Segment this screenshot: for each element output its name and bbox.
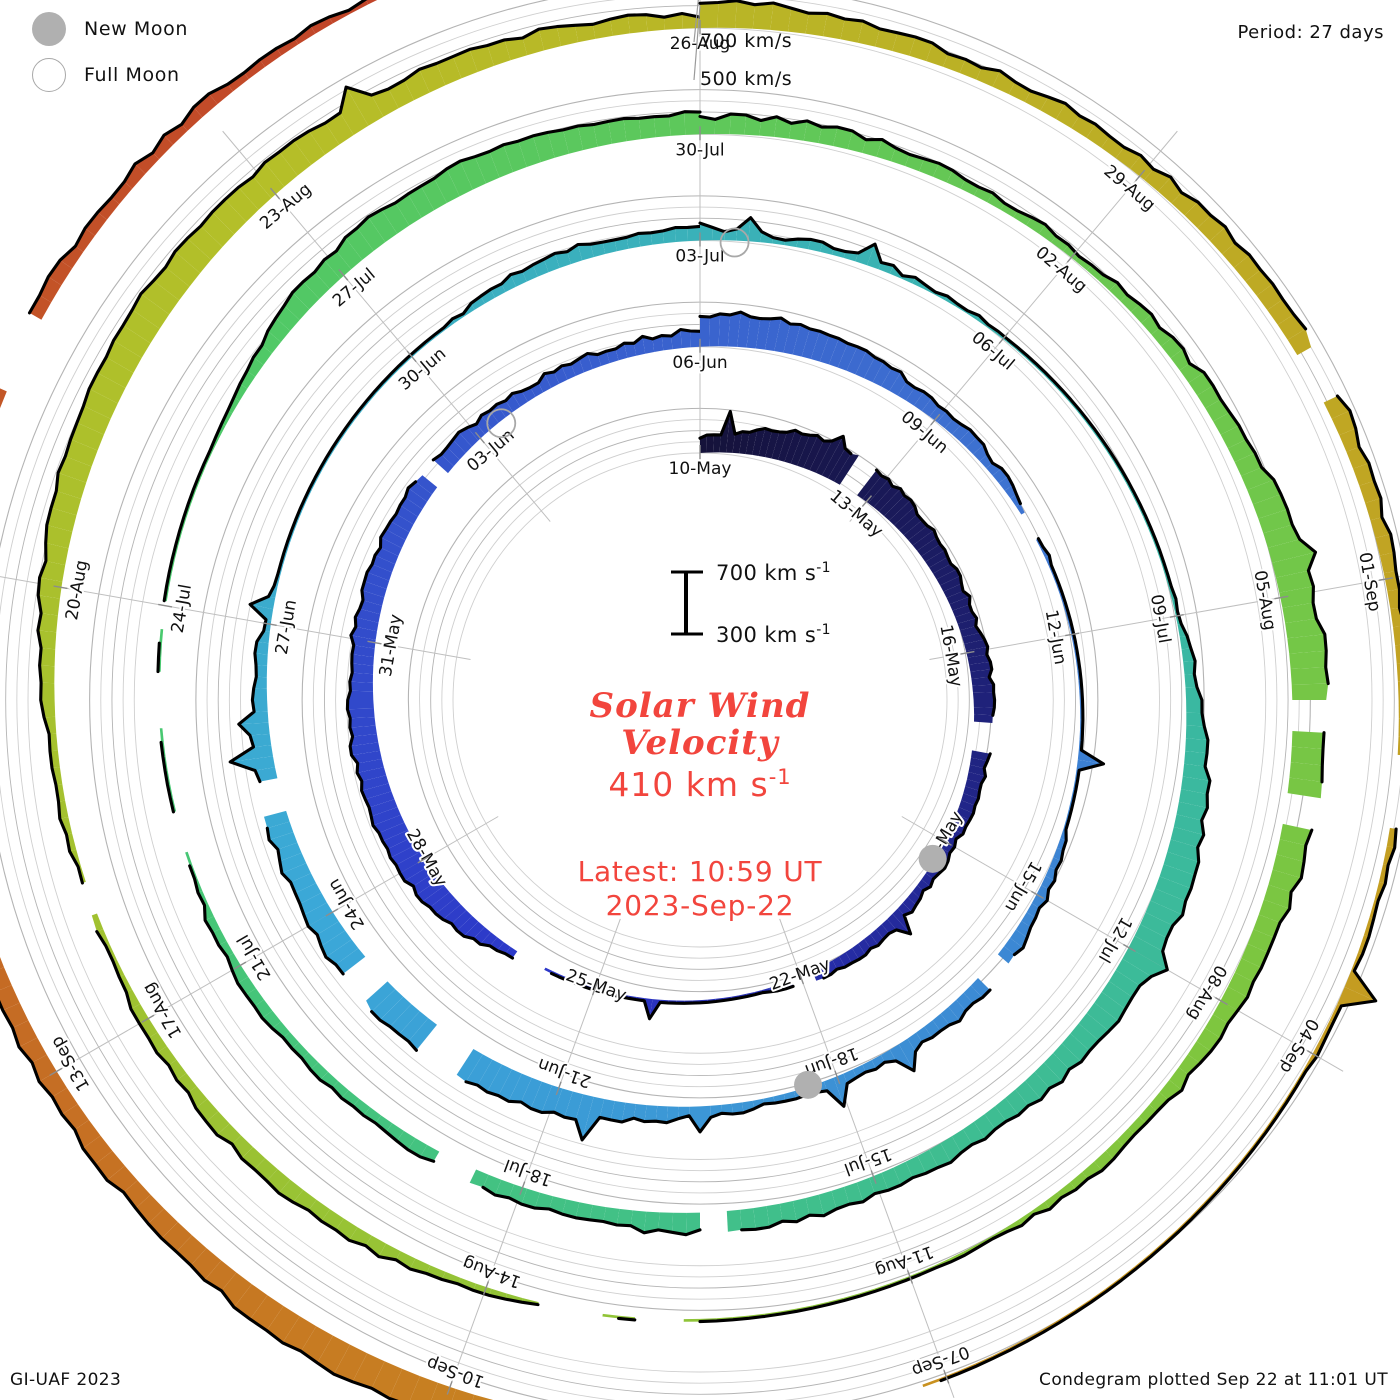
date-label: 26-Aug <box>670 34 731 54</box>
date-label: 06-Jun <box>672 353 727 373</box>
scalebar-bottom-label: 300 km s-1 <box>716 622 831 647</box>
credit-label: GI-UAF 2023 <box>10 1370 122 1390</box>
date-label: 06-Jun <box>672 353 727 373</box>
scalebar-top-label: 700 km s-1 <box>716 560 831 585</box>
date-label: 30-Jul <box>675 140 724 160</box>
radial-axis-leaders <box>693 0 701 81</box>
chart-title: Solar Wind Velocity <box>0 688 1400 761</box>
current-velocity-number: 410 km s <box>608 765 769 804</box>
latest-time: Latest: 10:59 UT <box>577 855 823 888</box>
date-label: 26-Aug <box>670 34 731 54</box>
legend-item-new-moon: New Moon <box>18 6 188 52</box>
plotted-timestamp-label: Condegram plotted Sep 22 at 11:01 UT <box>1039 1370 1388 1390</box>
latest-timestamp: Latest: 10:59 UT 2023-Sep-22 <box>0 855 1400 923</box>
legend-label-new-moon: New Moon <box>84 18 188 40</box>
new-moon-icon <box>32 12 66 46</box>
date-label: 30-Jul <box>675 140 724 160</box>
current-velocity-exponent: -1 <box>768 765 792 789</box>
scalebar-top-exponent: -1 <box>816 560 831 576</box>
chart-title-line1: Solar Wind <box>589 686 811 726</box>
radial-axis-label-500: 500 km/s <box>700 68 793 90</box>
date-label: 10-May <box>669 459 732 479</box>
scalebar-top-text: 700 km s <box>716 561 817 585</box>
radial-axis-label-700: 700 km/s <box>700 30 793 52</box>
current-velocity-value: 410 km s-1 <box>0 765 1400 804</box>
chart-title-line2: Velocity <box>621 722 779 763</box>
full-moon-icon <box>32 58 66 92</box>
scalebar-bottom-text: 300 km s <box>716 623 817 647</box>
moon-phase-legend: New Moon Full Moon <box>18 6 188 98</box>
latest-date: 2023-Sep-22 <box>605 889 795 923</box>
moon-markers <box>486 227 947 1099</box>
new-moon-marker <box>918 844 947 873</box>
full-moon-marker <box>719 227 750 258</box>
legend-item-full-moon: Full Moon <box>18 52 188 98</box>
legend-label-full-moon: Full Moon <box>84 64 180 86</box>
period-label: Period: 27 days <box>1237 22 1384 43</box>
date-label: 03-Jul <box>675 247 724 267</box>
scalebar-bottom-exponent: -1 <box>816 622 831 638</box>
date-label: 10-May <box>669 459 732 479</box>
full-moon-marker <box>486 408 517 439</box>
date-label: 03-Jul <box>675 247 724 267</box>
new-moon-marker <box>794 1070 823 1099</box>
